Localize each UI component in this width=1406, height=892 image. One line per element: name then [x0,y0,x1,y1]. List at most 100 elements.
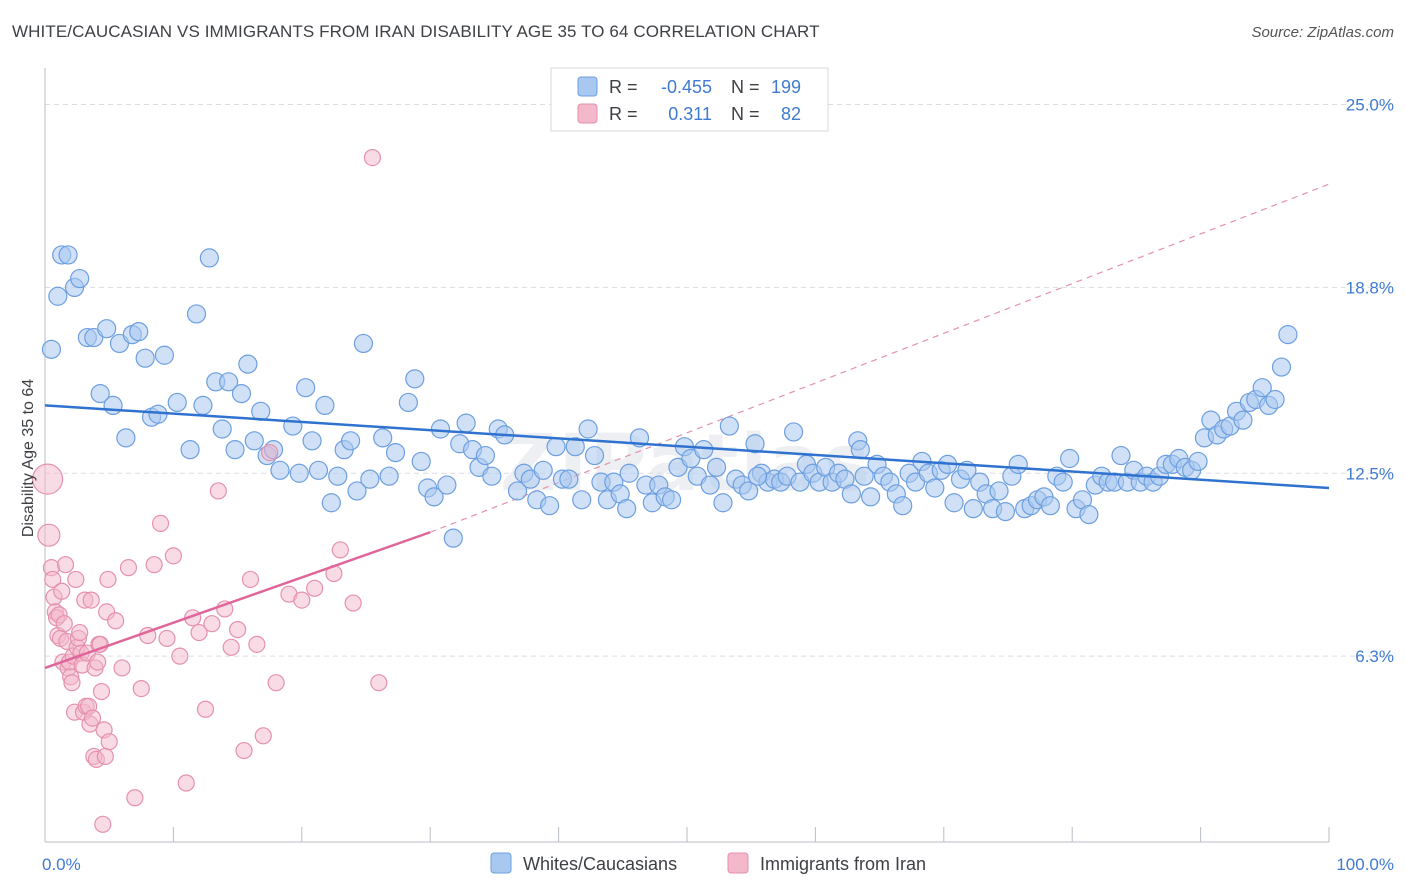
point-whites-36 [289,463,309,483]
legend-swatch-blue [577,76,598,97]
point-whites-90 [661,490,682,510]
point-whites-39 [308,460,329,480]
legend-bottom-swatch-pink [727,852,749,874]
trend-lines [44,404,1330,670]
legend-bottom-label-whites: Whites/Caucasians [523,854,677,874]
point-whites-76 [565,437,585,457]
point-whites-5 [70,268,90,289]
x-tick-label-0: 0.0% [42,855,81,874]
point-whites-0 [41,339,62,359]
point-whites-131 [925,478,945,498]
point-whites-155 [1079,504,1099,525]
point-whites-102 [739,481,759,501]
legend-r-label-2: R = [609,104,638,124]
chart-title: WHITE/CAUCASIAN VS IMMIGRANTS FROM IRAN … [12,22,820,41]
point-iran-75 [293,591,311,609]
series-whites-points [41,245,1298,548]
point-iran-38 [89,653,107,671]
point-iran-47 [100,733,118,751]
point-whites-109 [783,422,804,442]
point-iran-49 [113,659,131,677]
point-whites-19 [167,392,187,413]
point-iran-50 [119,559,138,577]
point-iran-72 [261,444,279,462]
point-iran-13 [56,556,75,574]
point-iran-54 [145,556,163,574]
point-whites-149 [1040,496,1060,516]
point-iran-59 [177,774,195,792]
point-whites-73 [546,437,566,457]
trend-line-whites [44,404,1330,490]
point-whites-184 [1265,389,1285,410]
point-iran-12 [55,615,73,633]
point-whites-186 [1278,325,1298,345]
point-whites-12 [116,428,136,448]
point-whites-15 [135,348,155,368]
legend-n-value-2: 82 [781,104,801,124]
y-tick-label-1: 12.5% [1346,464,1394,483]
point-whites-40 [315,395,335,415]
point-whites-48 [373,428,393,448]
point-whites-99 [719,416,739,436]
point-whites-84 [617,499,637,519]
point-whites-126 [893,496,913,516]
point-iran-76 [306,579,324,597]
point-iran-80 [363,149,382,167]
point-whites-98 [713,493,733,513]
point-whites-151 [1053,472,1073,492]
point-iran-56 [158,629,176,648]
point-whites-49 [379,466,399,486]
point-iran-18 [63,674,81,692]
point-iran-62 [196,700,215,718]
legend-n-value-1: 199 [771,77,801,97]
point-whites-55 [424,487,444,507]
point-whites-142 [995,502,1016,522]
point-whites-20 [180,440,200,460]
point-whites-27 [225,440,245,460]
point-whites-3 [58,245,78,265]
point-iran-58 [171,647,189,665]
point-whites-31 [251,401,271,421]
point-whites-50 [385,443,406,463]
point-iran-46 [99,570,117,589]
point-whites-46 [353,333,374,354]
point-iran-69 [241,570,260,589]
legend-bottom-swatch-blue [490,852,512,874]
point-iran-81 [370,674,388,692]
point-whites-97 [706,457,727,477]
point-iran-71 [254,727,272,745]
point-whites-95 [694,440,714,460]
point-whites-144 [1008,454,1028,474]
point-whites-45 [347,481,367,501]
trend-extension [429,183,1330,533]
point-whites-22 [193,395,213,415]
point-whites-64 [482,466,502,486]
y-tick-label-2: 18.8% [1346,278,1394,297]
point-whites-63 [475,445,496,466]
legend-n-label-2: N = [731,104,760,124]
point-whites-179 [1233,410,1253,430]
legend-swatch-pink [577,103,598,124]
point-whites-30 [244,431,264,451]
point-whites-14 [129,322,149,342]
point-whites-9 [97,319,117,339]
point-whites-53 [411,451,431,472]
point-whites-78 [578,419,598,439]
point-whites-67 [507,481,528,501]
point-whites-34 [270,460,290,480]
point-whites-75 [559,469,579,489]
point-iran-73 [267,674,285,692]
point-whites-25 [212,419,232,439]
point-whites-96 [700,475,720,495]
legend-n-label-1: N = [731,77,760,97]
point-iran-67 [229,620,247,639]
trend-line-iran [44,531,431,670]
point-whites-137 [963,499,983,519]
point-whites-56 [430,419,451,439]
point-whites-188 [748,466,768,486]
point-whites-18 [154,345,175,365]
point-iran-61 [190,623,208,642]
point-whites-182 [1252,378,1272,398]
axes [44,68,1330,843]
point-iran-79 [344,594,362,612]
